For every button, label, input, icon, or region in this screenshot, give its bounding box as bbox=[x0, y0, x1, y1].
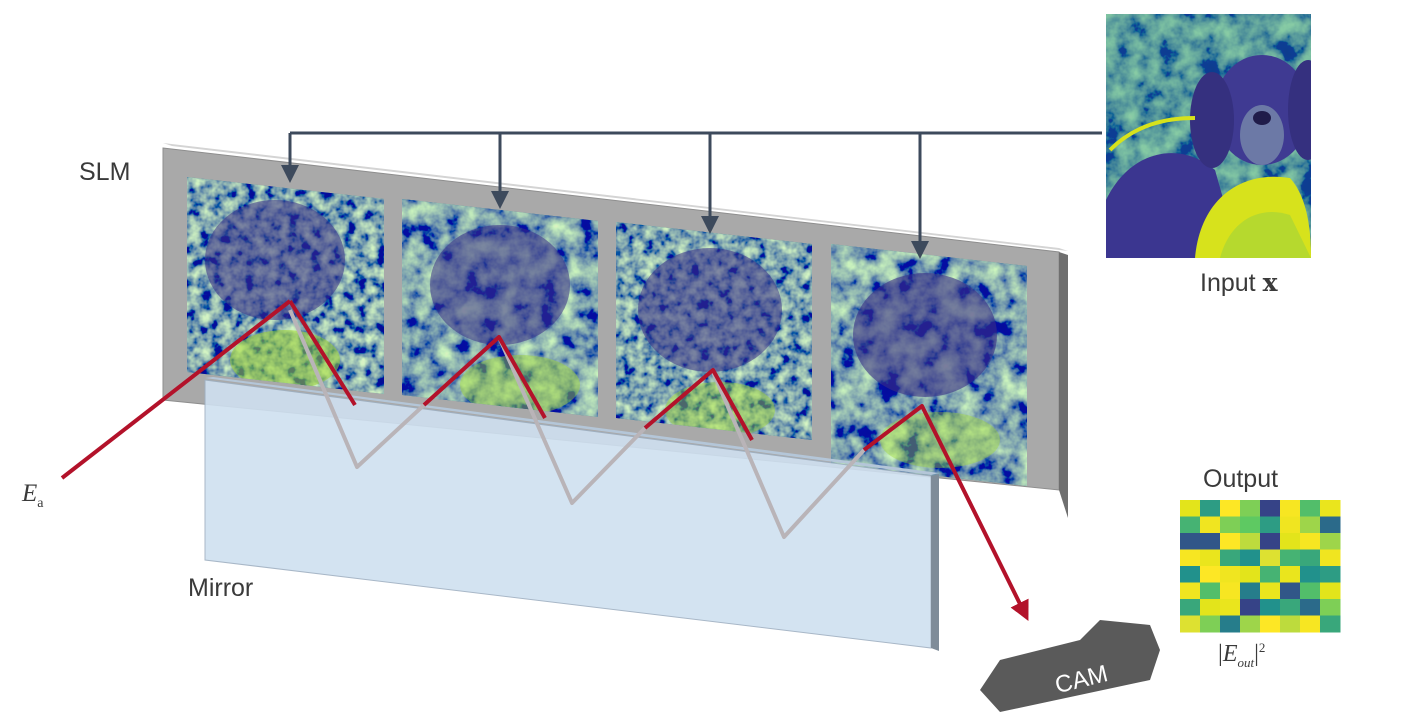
output-cell bbox=[1320, 615, 1341, 633]
slm-label: SLM bbox=[79, 158, 131, 186]
mirror-side-edge bbox=[931, 474, 939, 651]
output-intensity-symbol: E bbox=[1222, 641, 1238, 667]
output-intensity-label: |Eout|2 bbox=[1218, 640, 1265, 671]
output-cell bbox=[1180, 599, 1201, 616]
input-label-text: Input bbox=[1200, 269, 1256, 297]
input-image bbox=[1106, 14, 1311, 258]
input-symbol: x bbox=[1262, 268, 1278, 297]
slm-panels bbox=[187, 177, 1027, 486]
output-intensity-power: 2 bbox=[1258, 640, 1266, 655]
output-cell bbox=[1320, 516, 1341, 534]
output-cell bbox=[1320, 549, 1341, 567]
output-cell bbox=[1200, 500, 1221, 517]
output-cell bbox=[1240, 516, 1261, 534]
output-cell bbox=[1280, 566, 1301, 583]
input-field-symbol: E bbox=[22, 480, 38, 507]
output-cell bbox=[1240, 566, 1261, 583]
output-cell bbox=[1200, 566, 1221, 583]
output-cell bbox=[1300, 549, 1321, 567]
output-cell bbox=[1240, 615, 1261, 633]
output-cell bbox=[1180, 582, 1201, 600]
output-cell bbox=[1280, 599, 1301, 616]
output-cell bbox=[1260, 516, 1281, 534]
output-cell bbox=[1220, 566, 1241, 583]
output-cell bbox=[1260, 582, 1281, 600]
output-cell bbox=[1300, 582, 1321, 600]
output-cell bbox=[1220, 599, 1241, 616]
output-cell bbox=[1220, 516, 1241, 534]
camera: CAM bbox=[980, 620, 1160, 712]
output-cell bbox=[1240, 599, 1261, 616]
mirror-label: Mirror bbox=[188, 574, 254, 602]
camera-body bbox=[980, 620, 1160, 712]
output-cell bbox=[1180, 516, 1201, 534]
output-cell bbox=[1280, 549, 1301, 567]
output-cell bbox=[1220, 533, 1241, 550]
output-cell bbox=[1280, 516, 1301, 534]
output-cell bbox=[1260, 599, 1281, 616]
output-cell bbox=[1240, 582, 1261, 600]
slm-panel-1 bbox=[187, 177, 384, 394]
slm-panel-2 bbox=[402, 199, 598, 417]
slm-side-edge bbox=[1059, 252, 1068, 518]
output-cell bbox=[1260, 549, 1281, 567]
beam-path bbox=[60, 299, 1029, 621]
output-cell bbox=[1180, 500, 1201, 517]
output-cell bbox=[1200, 549, 1221, 567]
output-cell bbox=[1280, 615, 1301, 633]
output-cell bbox=[1260, 500, 1281, 517]
output-cell bbox=[1200, 533, 1221, 550]
mirror-top-edge bbox=[205, 377, 939, 475]
output-cell bbox=[1260, 566, 1281, 583]
output-intensity-subscript: out bbox=[1237, 654, 1255, 670]
output-cell bbox=[1300, 615, 1321, 633]
output-cell bbox=[1180, 533, 1201, 550]
output-cell bbox=[1220, 615, 1241, 633]
output-cell bbox=[1180, 566, 1201, 583]
output-cell bbox=[1320, 582, 1341, 600]
output-label: Output bbox=[1203, 465, 1279, 493]
output-cell bbox=[1220, 500, 1241, 517]
output-cell bbox=[1260, 533, 1281, 550]
output-cell bbox=[1240, 533, 1261, 550]
output-cell bbox=[1320, 533, 1341, 550]
input-label: Input x bbox=[1200, 268, 1277, 298]
output-cell bbox=[1240, 500, 1261, 517]
output-cell bbox=[1200, 599, 1221, 616]
output-grid bbox=[1180, 500, 1341, 633]
slm-panel-3 bbox=[616, 222, 812, 440]
output-cell bbox=[1300, 566, 1321, 583]
mirror bbox=[204, 377, 939, 651]
output-cell bbox=[1180, 549, 1201, 567]
output-cell bbox=[1200, 582, 1221, 600]
output-cell bbox=[1200, 516, 1221, 534]
output-cell bbox=[1220, 582, 1241, 600]
output-cell bbox=[1320, 599, 1341, 616]
output-cell bbox=[1280, 533, 1301, 550]
output-cell bbox=[1220, 549, 1241, 567]
input-connectors bbox=[281, 131, 1102, 259]
output-cell bbox=[1300, 516, 1321, 534]
beam-reflections bbox=[288, 309, 866, 539]
input-field-subscript: a bbox=[37, 496, 44, 511]
output-intensity-open: | bbox=[1218, 641, 1223, 667]
slm-panel-4 bbox=[831, 244, 1027, 486]
slm-top-edge bbox=[163, 143, 1068, 251]
output-cell bbox=[1180, 615, 1201, 633]
output-cell bbox=[1260, 615, 1281, 633]
output-cell bbox=[1320, 566, 1341, 583]
output-intensity-close: | bbox=[1254, 641, 1259, 667]
output-cell bbox=[1300, 500, 1321, 517]
output-cell bbox=[1240, 549, 1261, 567]
output-cell bbox=[1300, 599, 1321, 616]
output-cell bbox=[1280, 500, 1301, 517]
output-cell bbox=[1200, 615, 1221, 633]
output-cell bbox=[1300, 533, 1321, 550]
input-field-label: Ea bbox=[22, 480, 44, 512]
output-cell bbox=[1320, 500, 1341, 517]
output-cell bbox=[1280, 582, 1301, 600]
